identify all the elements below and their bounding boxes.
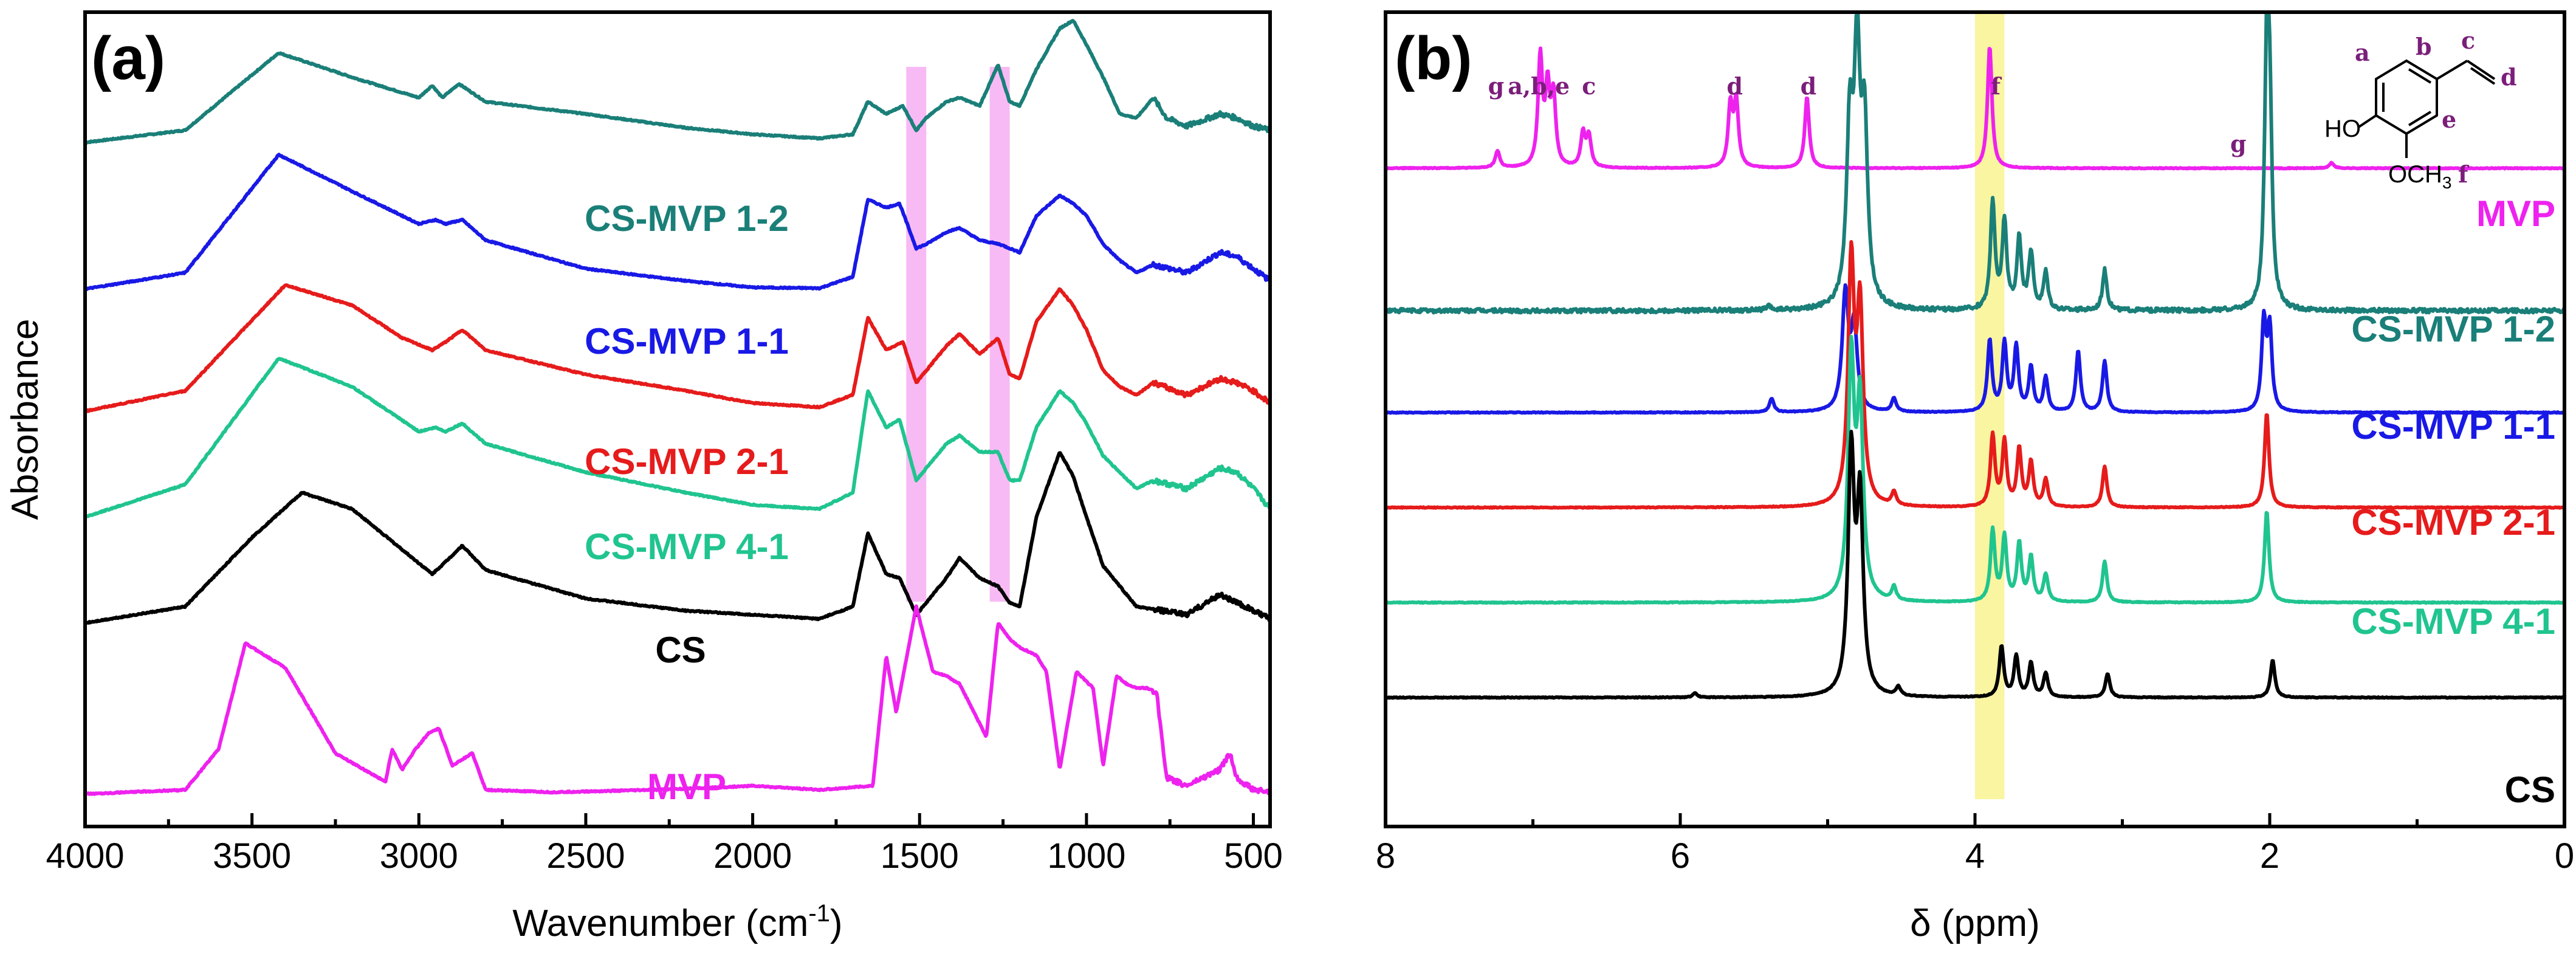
highlight-band-2 [989,67,1010,602]
series-line-mvp [1384,46,2566,171]
peak-label-5: d [1801,72,1817,100]
peak-label-3: c [1582,72,1596,100]
panel-b-label: (b) [1395,24,1472,92]
panel-b-x-ticks: 8 6 4 2 0 [1376,813,2574,876]
panel-a-x-ticks: 4000 3500 3000 2500 2000 1500 1000 500 [46,813,1283,876]
peak-label-6: f [1991,72,2002,100]
panel-a-axis-frame [83,10,1272,828]
panel-a-chart: 4000 3500 3000 2500 2000 1500 1000 500 CS-MVP 1… [4,10,1283,944]
structure-label-b: b [2416,33,2432,60]
series-line-cs-mvp-2-1 [1384,240,2566,510]
peak-label-1: g [1488,72,1505,100]
x-tick-label: 2500 [546,836,625,876]
hydroxyl-group-label: HO [2324,115,2361,142]
mvp-structure-diagram: HO OCH3 a b c d e f g [2230,27,2517,192]
x-tick-label: 3500 [213,836,291,876]
series-line-cs-mvp-1-1 [84,153,1272,291]
x-tick-label: 4000 [46,836,124,876]
series-label-cs-mvp-1-1: CS-MVP 1-1 [2351,406,2555,447]
x-tick-label: 1000 [1047,836,1125,876]
panel-a-series-labels: CS-MVP 1-2 CS-MVP 1-1 CS-MVP 2-1 CS-MVP 4-1… [585,198,789,807]
series-line-cs-mvp-1-1 [1384,283,2566,415]
series-line-cs-mvp-1-2 [1384,12,2566,315]
structure-label-f: f [2458,160,2470,188]
series-label-cs-mvp-1-1: CS-MVP 1-1 [585,321,789,362]
series-line-cs-mvp-4-1 [1384,334,2566,605]
x-tick-label: 4 [1965,836,1985,876]
series-line-cs [83,451,1272,625]
x-tick-label: 8 [1376,836,1395,876]
x-tick-label: 500 [1224,836,1283,876]
panel-a-y-axis-title: Absorbance [4,319,46,520]
series-line-cs-mvp-4-1 [84,357,1272,519]
hydroxyl-bond [2357,114,2377,129]
series-line-cs-mvp-2-1 [84,283,1272,413]
highlight-band-1 [906,67,927,602]
series-label-cs: CS [2505,769,2555,810]
series-label-cs-mvp-1-2: CS-MVP 1-2 [585,198,789,239]
panel-a-label: (a) [91,24,165,92]
panel-b-x-axis-title: δ (ppm) [1910,902,2040,944]
peak-label-2: a,b,e [1508,72,1570,100]
series-line-cs [1384,430,2566,700]
structure-label-d: d [2501,63,2517,91]
series-line-mvp [84,604,1272,796]
structure-label-a: a [2355,39,2370,66]
panel-b-chart: 8 6 4 2 0 MVP CS-MVP 1-2 CS-MVP 1-1 CS-MVP 2-1 C… [1376,10,2574,944]
x-tick-label: 2000 [713,836,792,876]
x-tick-label: 6 [1671,836,1690,876]
x-tick-label: 3000 [380,836,458,876]
structure-label-e: e [2442,106,2456,133]
x-tick-label: 0 [2555,836,2574,876]
x-tick-label: 2 [2260,836,2279,876]
series-line-cs-mvp-1-2 [84,19,1272,145]
benzene-ring [2357,59,2496,158]
peak-label-4: d [1726,72,1743,100]
series-label-cs: CS [655,630,706,670]
series-label-cs-mvp-4-1: CS-MVP 4-1 [2351,601,2555,642]
x-tick-label: 1500 [881,836,959,876]
panel-a-series-lines [83,19,1272,796]
panel-b-peak-labels: g a,b,e c d d f [1488,72,2002,100]
panel-a-x-axis-title: Wavenumber (cm-1) [512,900,842,944]
series-label-cs-mvp-4-1: CS-MVP 4-1 [585,526,789,567]
panel-b-series-lines [1384,12,2566,700]
panel-b-series-labels: MVP CS-MVP 1-2 CS-MVP 1-1 CS-MVP 2-1 CS-MVP … [2351,193,2555,810]
series-label-cs-mvp-1-2: CS-MVP 1-2 [2351,309,2555,349]
series-label-mvp: MVP [647,766,726,807]
structure-label-c: c [2461,27,2475,54]
series-label-cs-mvp-2-1: CS-MVP 2-1 [585,441,789,482]
series-label-cs-mvp-2-1: CS-MVP 2-1 [2351,502,2555,543]
series-label-mvp: MVP [2476,193,2555,234]
panel-a-highlight-bands [906,67,1010,602]
methoxy-group-label: OCH3 [2388,161,2451,192]
structure-label-g: g [2230,130,2247,157]
